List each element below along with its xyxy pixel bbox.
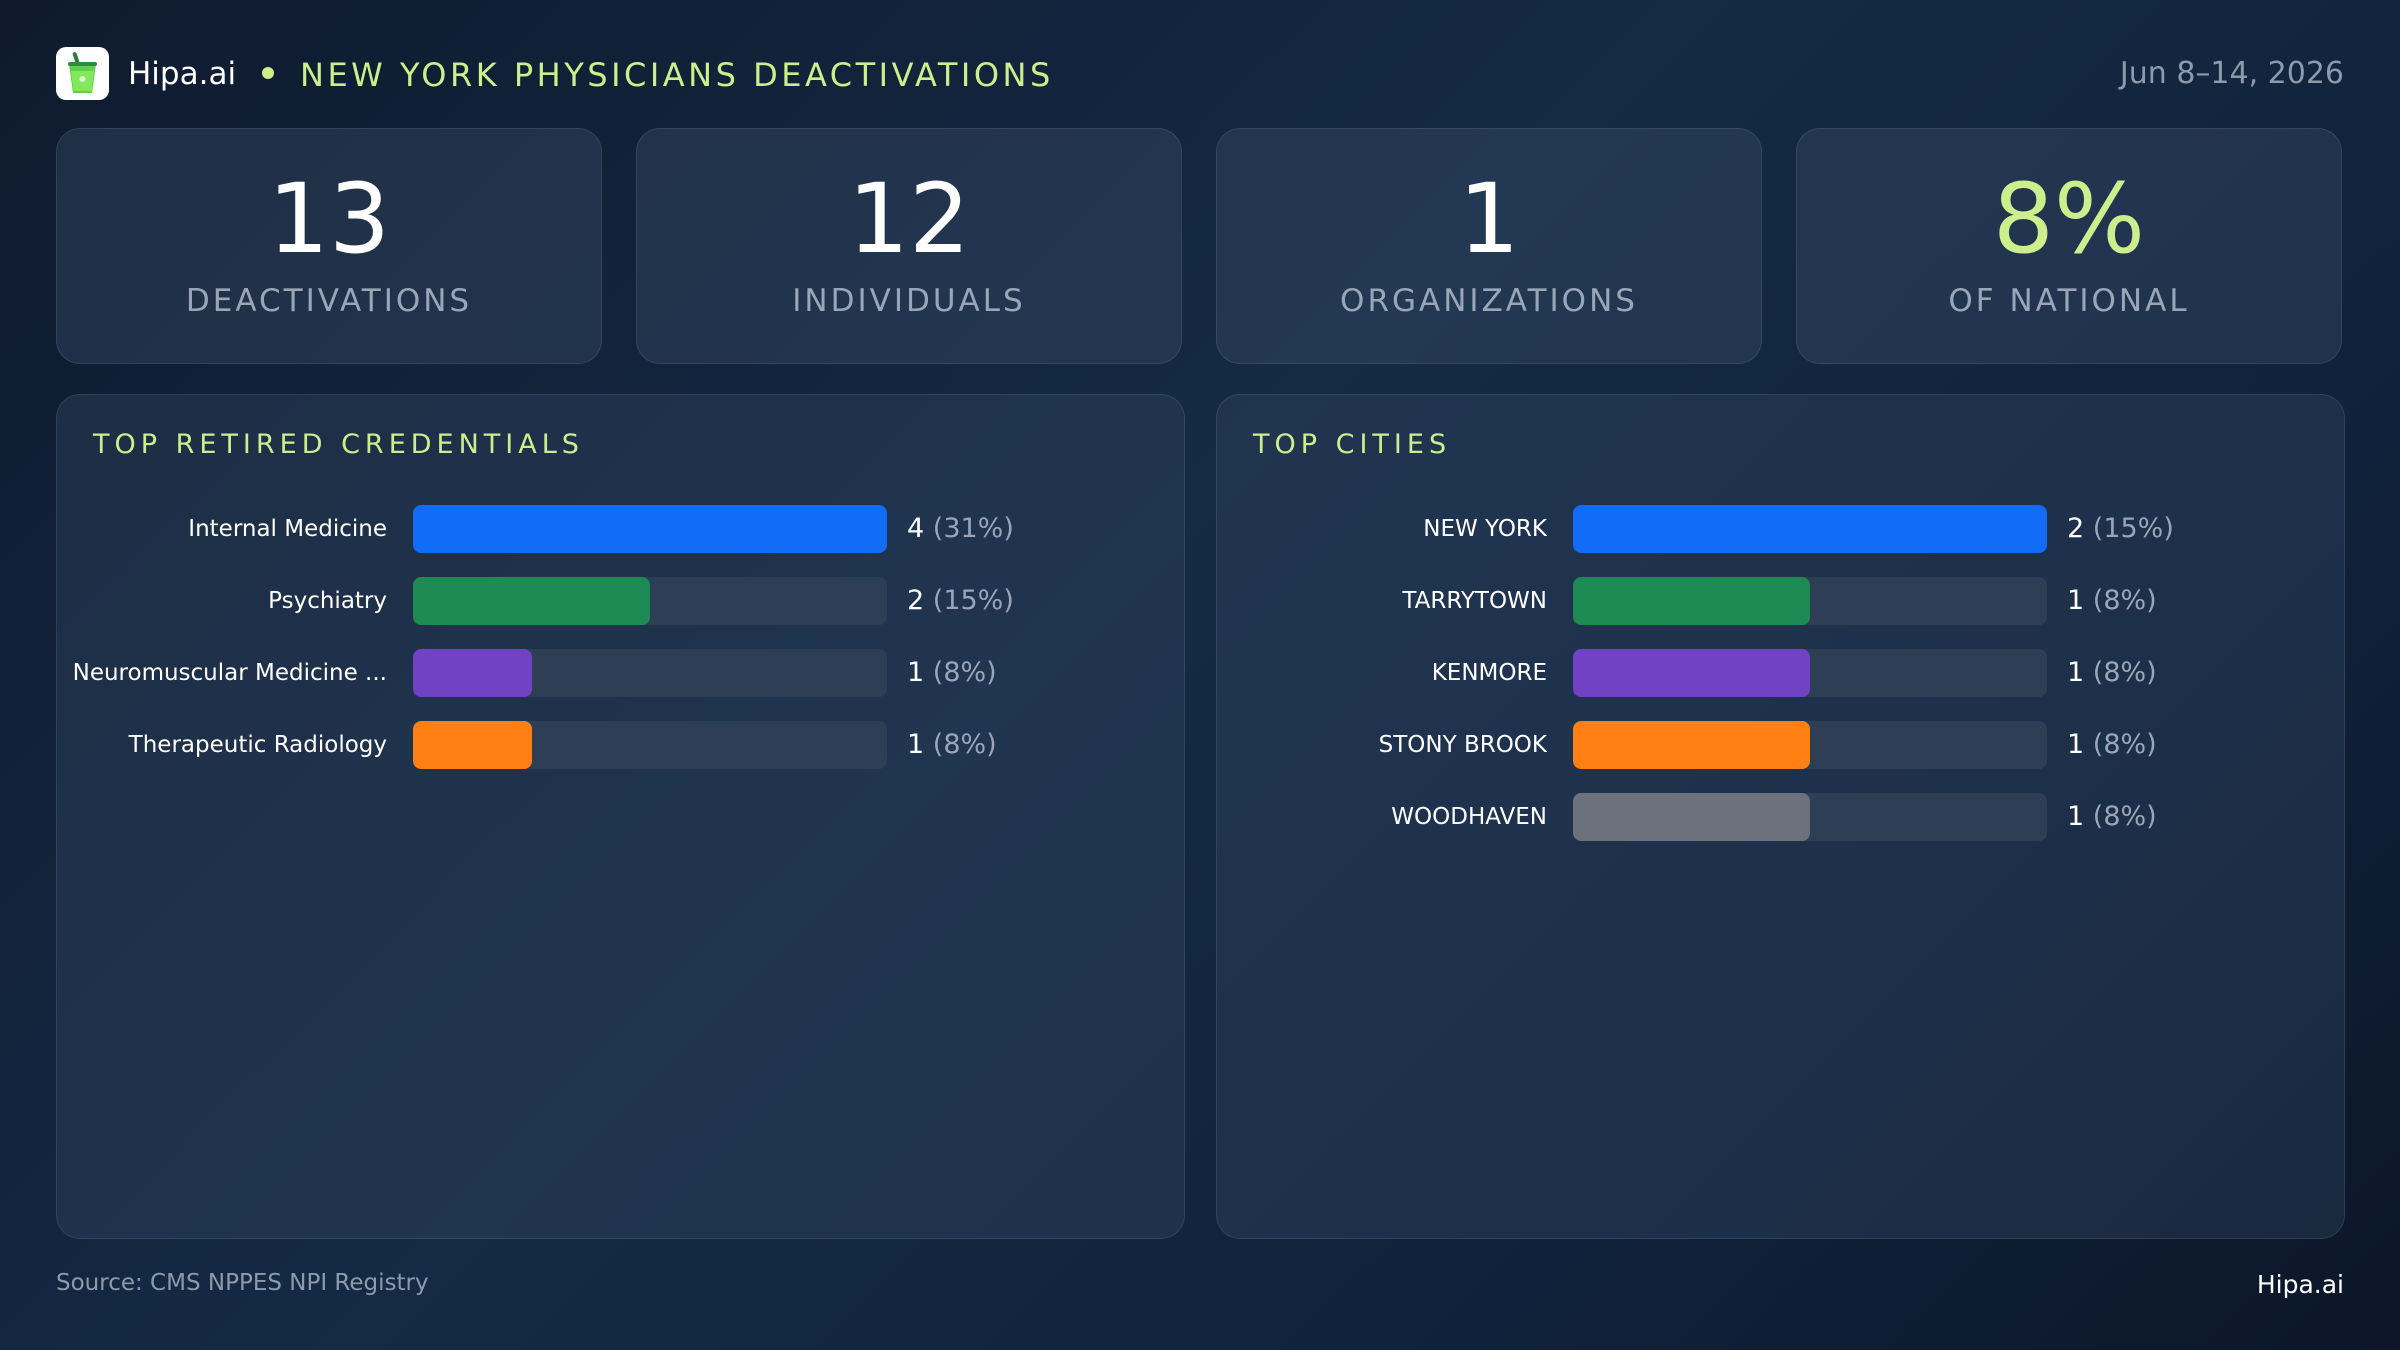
bar-count: 1 bbox=[2067, 585, 2085, 616]
chart-panel-credentials: TOP RETIRED CREDENTIALS Internal Medicin… bbox=[56, 394, 1185, 1239]
bar-category-label: Internal Medicine bbox=[188, 516, 387, 542]
logo bbox=[56, 47, 109, 100]
bar-percent: (15%) bbox=[932, 585, 1014, 616]
bar-value-label: 1 (8%) bbox=[2067, 730, 2157, 760]
bar-count: 4 bbox=[907, 513, 925, 544]
kpi-label: ORGANIZATIONS bbox=[1340, 283, 1638, 319]
kpi-card-organizations: 1 ORGANIZATIONS bbox=[1216, 128, 1762, 364]
bar-track bbox=[1573, 721, 2047, 769]
kpi-value: 1 bbox=[1458, 163, 1520, 275]
bar-category-label: KENMORE bbox=[1431, 660, 1547, 686]
bar bbox=[1573, 649, 1810, 697]
bar-track bbox=[1573, 793, 2047, 841]
header: Hipa.ai NEW YORK PHYSICIANS DEACTIVATION… bbox=[56, 47, 2344, 101]
bar-percent: (8%) bbox=[932, 729, 997, 760]
bar-value-label: 1 (8%) bbox=[907, 730, 997, 760]
bar-value-label: 2 (15%) bbox=[907, 586, 1014, 616]
drink-cup-icon bbox=[68, 52, 97, 93]
bar-value-label: 1 (8%) bbox=[2067, 586, 2157, 616]
bar-category-label: Neuromuscular Medicine ... bbox=[72, 660, 387, 686]
bar-category-label: NEW YORK bbox=[1423, 516, 1547, 542]
bar-track bbox=[413, 505, 887, 553]
bar-count: 1 bbox=[2067, 801, 2085, 832]
bar-value-label: 1 (8%) bbox=[2067, 802, 2157, 832]
kpi-value: 13 bbox=[267, 163, 391, 275]
bar-track bbox=[413, 649, 887, 697]
bar bbox=[1573, 577, 1810, 625]
kpi-card-of-national: 8% OF NATIONAL bbox=[1796, 128, 2342, 364]
bar-category-label: TARRYTOWN bbox=[1402, 588, 1547, 614]
bar-value-label: 2 (15%) bbox=[2067, 514, 2174, 544]
chart-title: TOP CITIES bbox=[1253, 429, 1452, 460]
chart-title: TOP RETIRED CREDENTIALS bbox=[93, 429, 584, 460]
bar-percent: (8%) bbox=[2092, 729, 2157, 760]
bar-count: 1 bbox=[907, 657, 925, 688]
bar-track bbox=[1573, 649, 2047, 697]
kpi-label: DEACTIVATIONS bbox=[185, 283, 473, 319]
source-note: Source: CMS NPPES NPI Registry bbox=[56, 1270, 429, 1296]
bar bbox=[1573, 793, 1810, 841]
bar-count: 2 bbox=[2067, 513, 2085, 544]
bar bbox=[413, 649, 532, 697]
kpi-value: 12 bbox=[847, 163, 971, 275]
kpi-label: OF NATIONAL bbox=[1948, 283, 2190, 319]
brand-name: Hipa.ai bbox=[128, 56, 237, 92]
bar-percent: (8%) bbox=[2092, 801, 2157, 832]
bar bbox=[1573, 505, 2047, 553]
bar-count: 2 bbox=[907, 585, 925, 616]
bar-track bbox=[413, 721, 887, 769]
bar-track bbox=[413, 577, 887, 625]
bar bbox=[413, 721, 532, 769]
bar bbox=[1573, 721, 1810, 769]
kpi-card-individuals: 12 INDIVIDUALS bbox=[636, 128, 1182, 364]
bar-category-label: WOODHAVEN bbox=[1391, 804, 1547, 830]
bar-category-label: Therapeutic Radiology bbox=[128, 732, 387, 758]
bar-value-label: 1 (8%) bbox=[907, 658, 997, 688]
bar bbox=[413, 505, 887, 553]
bar-category-label: Psychiatry bbox=[268, 588, 387, 614]
bar-count: 1 bbox=[2067, 729, 2085, 760]
kpi-value: 8% bbox=[1992, 163, 2146, 275]
date-range: Jun 8–14, 2026 bbox=[2119, 56, 2344, 91]
bar-percent: (8%) bbox=[932, 657, 997, 688]
bar-percent: (15%) bbox=[2092, 513, 2174, 544]
bar-category-label: STONY BROOK bbox=[1378, 732, 1547, 758]
bar-percent: (8%) bbox=[2092, 657, 2157, 688]
bar-value-label: 4 (31%) bbox=[907, 514, 1014, 544]
report-title: NEW YORK PHYSICIANS DEACTIVATIONS bbox=[300, 56, 1054, 94]
bar bbox=[413, 577, 650, 625]
kpi-label: INDIVIDUALS bbox=[792, 283, 1026, 319]
bar-track bbox=[1573, 577, 2047, 625]
bar-percent: (31%) bbox=[932, 513, 1014, 544]
footer-brand: Hipa.ai bbox=[2256, 1270, 2344, 1299]
bar-value-label: 1 (8%) bbox=[2067, 658, 2157, 688]
bar-percent: (8%) bbox=[2092, 585, 2157, 616]
bar-count: 1 bbox=[2067, 657, 2085, 688]
bar-count: 1 bbox=[907, 729, 925, 760]
title-separator-dot bbox=[262, 67, 274, 79]
chart-panel-cities: TOP CITIES NEW YORK 2 (15%) TARRYTOWN 1 (8%… bbox=[1216, 394, 2345, 1239]
kpi-card-deactivations: 13 DEACTIVATIONS bbox=[56, 128, 602, 364]
bar-track bbox=[1573, 505, 2047, 553]
